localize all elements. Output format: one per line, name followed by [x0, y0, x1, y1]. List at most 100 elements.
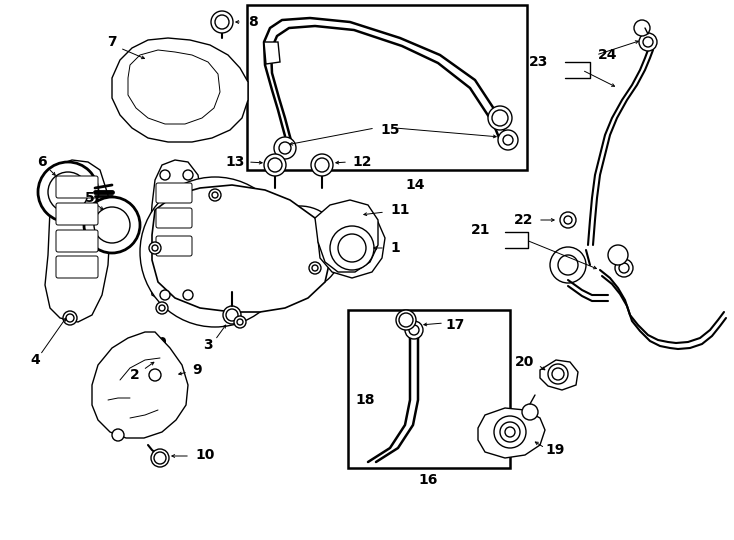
Circle shape	[237, 319, 243, 325]
Polygon shape	[128, 50, 220, 124]
Circle shape	[152, 245, 158, 251]
Circle shape	[558, 255, 578, 275]
Circle shape	[84, 197, 140, 253]
Circle shape	[160, 170, 170, 180]
Circle shape	[505, 427, 515, 437]
Polygon shape	[92, 332, 188, 438]
Circle shape	[151, 449, 169, 467]
Text: 20: 20	[515, 355, 534, 369]
Circle shape	[112, 429, 124, 441]
Text: 14: 14	[405, 178, 425, 192]
Text: 18: 18	[355, 393, 375, 407]
Text: 1: 1	[390, 241, 400, 255]
FancyBboxPatch shape	[156, 208, 192, 228]
Text: 19: 19	[545, 443, 564, 457]
Circle shape	[564, 216, 572, 224]
Bar	[247, 5, 527, 170]
Text: 23: 23	[528, 55, 548, 69]
FancyBboxPatch shape	[156, 183, 192, 203]
Circle shape	[309, 262, 321, 274]
Circle shape	[639, 33, 657, 51]
Circle shape	[183, 170, 193, 180]
Circle shape	[209, 189, 221, 201]
Circle shape	[279, 142, 291, 154]
FancyBboxPatch shape	[56, 203, 98, 225]
Circle shape	[522, 404, 538, 420]
Text: 17: 17	[445, 318, 465, 332]
Polygon shape	[315, 200, 378, 272]
Circle shape	[66, 314, 74, 322]
Circle shape	[312, 265, 318, 271]
Circle shape	[226, 309, 238, 321]
Circle shape	[615, 259, 633, 277]
Circle shape	[494, 416, 526, 448]
Circle shape	[223, 306, 241, 324]
Circle shape	[160, 290, 170, 300]
Circle shape	[211, 11, 233, 33]
Circle shape	[500, 422, 520, 442]
Bar	[348, 310, 510, 468]
Circle shape	[275, 223, 325, 273]
Circle shape	[405, 321, 423, 339]
Circle shape	[212, 192, 218, 198]
Circle shape	[634, 20, 650, 36]
Circle shape	[330, 226, 374, 270]
Circle shape	[63, 311, 77, 325]
FancyBboxPatch shape	[56, 176, 98, 198]
Circle shape	[548, 364, 568, 384]
Circle shape	[154, 452, 166, 464]
Text: 15: 15	[380, 123, 400, 137]
Polygon shape	[318, 218, 385, 278]
Circle shape	[399, 313, 413, 327]
Text: 7: 7	[107, 35, 117, 49]
Text: 8: 8	[248, 15, 258, 29]
Text: 3: 3	[203, 338, 213, 352]
Polygon shape	[540, 360, 578, 390]
FancyBboxPatch shape	[56, 230, 98, 252]
Circle shape	[94, 207, 130, 243]
Circle shape	[608, 245, 628, 265]
Circle shape	[258, 206, 342, 290]
Circle shape	[234, 316, 246, 328]
Circle shape	[268, 158, 282, 172]
Text: 22: 22	[514, 213, 534, 227]
Text: 11: 11	[390, 203, 410, 217]
Circle shape	[264, 154, 286, 176]
Circle shape	[643, 37, 653, 47]
Circle shape	[503, 135, 513, 145]
Text: 2: 2	[130, 368, 140, 382]
Text: 21: 21	[470, 223, 490, 237]
Circle shape	[315, 158, 329, 172]
Text: 4: 4	[30, 353, 40, 367]
FancyBboxPatch shape	[56, 256, 98, 278]
Text: 10: 10	[195, 448, 214, 462]
Circle shape	[552, 368, 564, 380]
Polygon shape	[264, 42, 280, 64]
Text: 6: 6	[37, 155, 47, 169]
Circle shape	[498, 130, 518, 150]
Text: 24: 24	[598, 48, 617, 62]
Circle shape	[215, 15, 229, 29]
Polygon shape	[152, 185, 330, 312]
Circle shape	[149, 242, 161, 254]
Circle shape	[560, 212, 576, 228]
Circle shape	[183, 290, 193, 300]
Circle shape	[140, 177, 290, 327]
Circle shape	[396, 310, 416, 330]
Circle shape	[156, 302, 168, 314]
Circle shape	[619, 263, 629, 273]
Polygon shape	[112, 38, 248, 142]
Circle shape	[163, 200, 267, 304]
Text: 16: 16	[418, 473, 437, 487]
Circle shape	[48, 172, 88, 212]
Circle shape	[183, 220, 247, 284]
Circle shape	[159, 305, 165, 311]
Text: 12: 12	[352, 155, 371, 169]
Circle shape	[488, 106, 512, 130]
Circle shape	[149, 369, 161, 381]
Text: 9: 9	[192, 363, 202, 377]
Circle shape	[311, 154, 333, 176]
Polygon shape	[478, 408, 545, 458]
FancyBboxPatch shape	[156, 236, 192, 256]
Polygon shape	[45, 160, 110, 322]
